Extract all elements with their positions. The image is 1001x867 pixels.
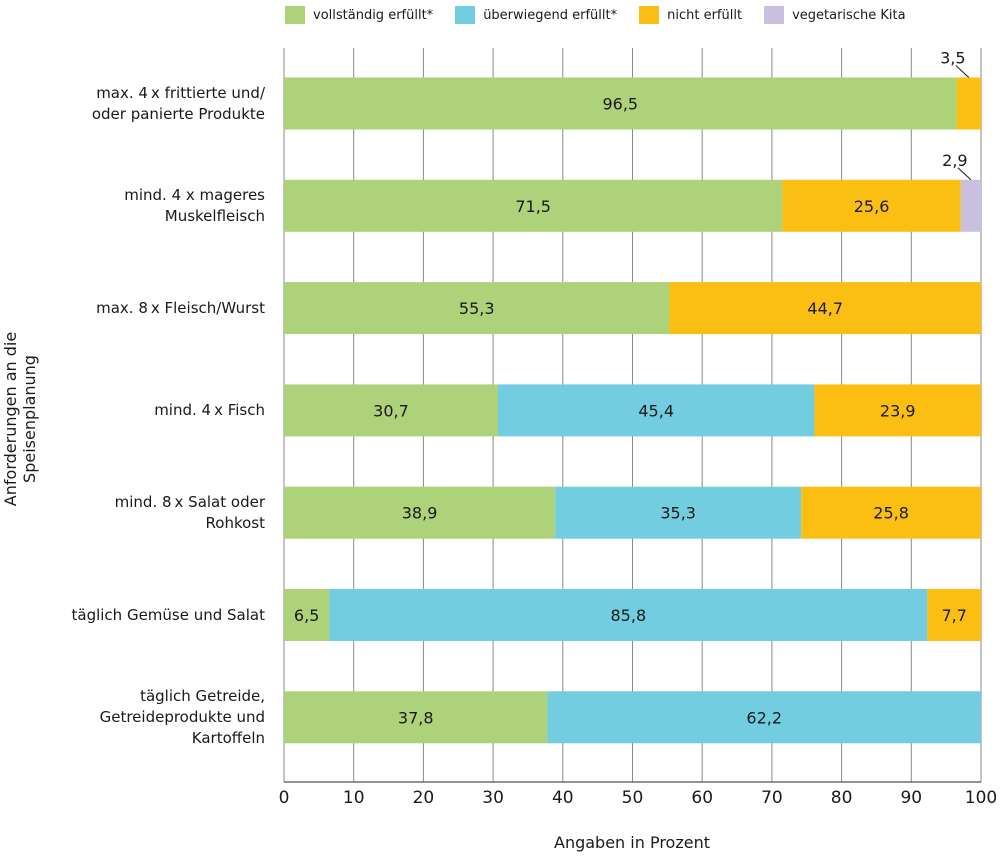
- bar-segment: [284, 384, 498, 437]
- data-label: 23,9: [880, 401, 916, 420]
- data-label: 7,7: [941, 606, 966, 625]
- category-label-line: max. 4 x frittierte und/: [96, 83, 265, 102]
- bar-segment: [814, 384, 981, 437]
- legend-item-ueberwiegend: überwiegend erfüllt*: [455, 6, 617, 24]
- category-label-line: mind. 4 x Fisch: [154, 400, 265, 419]
- x-tick-label: 40: [552, 788, 574, 808]
- y-axis-title: Anforderungen an die Speisenplanung: [1, 331, 39, 507]
- data-label: 45,4: [638, 401, 674, 420]
- legend-item-vollstaendig: vollständig erfüllt*: [285, 6, 433, 24]
- data-label: 62,2: [746, 708, 782, 727]
- bar-segment: [284, 589, 330, 641]
- data-label: 37,8: [398, 708, 434, 727]
- bar-segment: [782, 179, 961, 232]
- category-label: mind. 4 x mageres Muskelfleisch: [124, 185, 265, 227]
- legend-item-nicht-erfuellt: nicht erfüllt: [639, 6, 742, 24]
- category-label: mind. 8 x Salat oder Rohkost: [115, 492, 265, 534]
- bar-segment: [956, 77, 981, 130]
- data-label: 6,5: [294, 606, 319, 625]
- legend: vollständig erfüllt* überwiegend erfüllt…: [285, 6, 928, 24]
- bar-segment: [284, 486, 556, 539]
- category-label-line: täglich Getreide,: [140, 686, 265, 705]
- data-label: 55,3: [459, 299, 495, 318]
- category-label: mind. 4 x Fisch: [154, 400, 265, 421]
- legend-swatch-vegetarisch: [764, 6, 785, 24]
- data-label: 25,8: [873, 504, 909, 523]
- bar-segment: [927, 589, 981, 641]
- category-label-line: Rohkost: [205, 513, 265, 532]
- x-tick-label: 90: [900, 788, 922, 808]
- x-tick-label: 100: [965, 788, 997, 808]
- data-label: 25,6: [854, 197, 890, 216]
- x-tick-label: 70: [761, 788, 783, 808]
- category-label-line: oder panierte Produkte: [91, 104, 265, 123]
- legend-label-nicht-erfuellt: nicht erfüllt: [667, 7, 743, 23]
- x-tick-label: 60: [691, 788, 713, 808]
- x-tick-label: 50: [622, 788, 644, 808]
- data-label: 96,5: [602, 95, 638, 114]
- x-tick-label: 0: [279, 788, 290, 808]
- bar-segment: [497, 384, 815, 437]
- x-tick-label: 80: [831, 788, 853, 808]
- category-label: max. 4 x frittierte und/oder panierte Pr…: [92, 83, 265, 125]
- callout-label: 2,9: [942, 151, 967, 170]
- x-tick-label: 10: [343, 788, 365, 808]
- bar-segment: [669, 282, 981, 335]
- data-label: 85,8: [611, 606, 647, 625]
- data-label: 38,9: [402, 504, 438, 523]
- category-label: täglich Getreide, Getreideprodukte und Kar…: [100, 686, 265, 749]
- category-label: max. 8 x Fleisch/Wurst: [96, 298, 265, 319]
- legend-label-vegetarisch: vegetarische Kita: [792, 7, 906, 23]
- category-label-line: Kartoffeln: [191, 728, 265, 747]
- callout-leader: [957, 167, 972, 181]
- bar-segment: [960, 179, 981, 232]
- legend-label-vollstaendig: vollständig erfüllt*: [313, 7, 434, 23]
- bar-segment: [547, 691, 981, 744]
- bar-segment: [284, 282, 670, 335]
- category-label-line: mind. 8 x Salat oder: [114, 492, 265, 511]
- legend-label-ueberwiegend: überwiegend erfüllt*: [483, 7, 618, 23]
- bar-segment: [284, 179, 783, 232]
- legend-swatch-ueberwiegend: [455, 6, 476, 24]
- bar-segment: [555, 486, 802, 539]
- category-label-line: Muskelfleisch: [164, 206, 265, 225]
- x-tick-label: 30: [482, 788, 504, 808]
- category-label-line: max. 8 x Fleisch/Wurst: [96, 298, 265, 317]
- bar-segment: [284, 77, 957, 130]
- category-label: täglich Gemüse und Salat: [72, 605, 266, 626]
- data-label: 44,7: [807, 299, 843, 318]
- category-label-line: Getreideprodukte und: [99, 707, 265, 726]
- category-label-line: mind. 4 x mageres: [124, 185, 265, 204]
- data-label: 30,7: [373, 401, 409, 420]
- legend-swatch-nicht-erfuellt: [639, 6, 660, 24]
- callout-label: 3,5: [940, 49, 965, 68]
- data-label: 35,3: [660, 504, 696, 523]
- bar-segment: [801, 486, 981, 539]
- data-label: 71,5: [515, 197, 551, 216]
- x-tick-label: 20: [413, 788, 435, 808]
- callout-leader: [955, 65, 970, 78]
- legend-swatch-vollstaendig: [285, 6, 305, 24]
- legend-item-vegetarisch: vegetarische Kita: [764, 6, 906, 24]
- x-axis-title: Angaben in Prozent: [554, 833, 710, 852]
- category-label-line: täglich Gemüse und Salat: [71, 605, 266, 624]
- bar-segment: [284, 691, 548, 744]
- bar-segment: [329, 589, 928, 641]
